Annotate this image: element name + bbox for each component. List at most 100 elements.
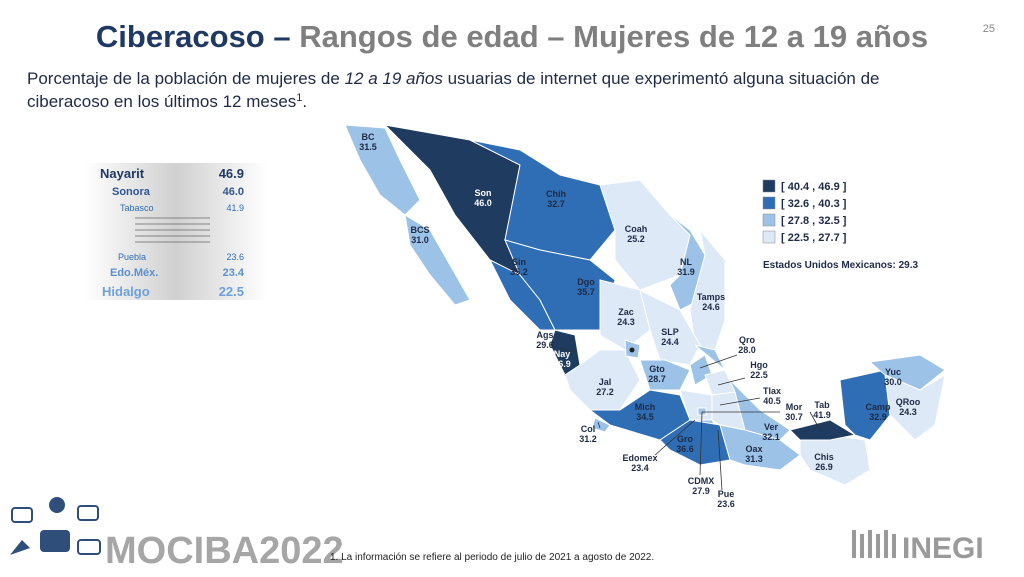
logo: INEGI	[902, 532, 984, 565]
state-abbr: BC	[362, 132, 375, 142]
legend-swatch	[762, 213, 776, 227]
state-abbr: BCS	[410, 225, 429, 235]
ranking-value: 46.0	[223, 186, 244, 198]
state-area	[588, 389, 691, 441]
subtitle-line1: Porcentaje de la población de mujeres de…	[27, 69, 880, 88]
ranking-dividers	[135, 217, 210, 243]
ranking-value: 46.9	[219, 166, 244, 181]
state-area	[639, 359, 691, 391]
state-area	[719, 424, 801, 471]
logo-mark	[852, 530, 896, 558]
state-area	[789, 419, 857, 441]
state-abbr: Ver	[764, 422, 779, 432]
state-abbr: Mich	[635, 402, 656, 412]
state-value: 32.9	[869, 412, 887, 422]
state-area	[868, 354, 946, 391]
state-labels: BC31.5BCS31.0Son46.0Chih32.7Coah25.2NL31…	[359, 132, 921, 509]
state-value: 35.2	[510, 267, 528, 277]
state-value: 31.2	[579, 434, 597, 444]
state-abbr: Yuc	[885, 367, 901, 377]
state-area	[344, 124, 421, 216]
state-value: 25.2	[627, 234, 645, 244]
state-value: 31.3	[745, 454, 763, 464]
legend: [ 40.4 , 46.9 ] [ 32.6 , 40.3 ] [ 27.8 , 3…	[762, 179, 847, 244]
state-abbr: Tlax	[763, 386, 781, 396]
subtitle-text: usuarias de internet que experimentó alg…	[448, 69, 880, 88]
state-value: 32.7	[547, 199, 565, 209]
state-abbr: Jal	[599, 377, 612, 387]
legend-label: [ 22.5 , 27.7 ]	[781, 232, 847, 244]
state-area	[599, 279, 651, 351]
national: Estados Unidos Mexicanos: 29.3	[763, 260, 918, 271]
ranking-value: 41.9	[226, 203, 244, 213]
state-value: 32.1	[762, 432, 780, 442]
state-abbr: Chih	[546, 189, 566, 199]
state-value: 24.3	[899, 407, 917, 417]
state-value: 27.2	[596, 387, 614, 397]
state-area	[884, 373, 946, 441]
ranking-name: Nayarit	[100, 166, 145, 181]
state-abbr: Oax	[745, 444, 762, 454]
state-abbr: Edomex	[622, 453, 657, 463]
ranking: Nayarit 46.9 Sonora 46.0 Tabasco 41.9 Puebla 23…	[100, 166, 245, 299]
subtitle-end: .	[302, 92, 307, 111]
subtitle-sup: 1	[296, 92, 302, 104]
state-abbr: SLP	[661, 327, 679, 337]
page-number: 25	[983, 23, 995, 35]
state-abbr: Tamps	[697, 292, 725, 302]
state-value: 46.9	[553, 359, 571, 369]
state-value: 35.7	[577, 287, 595, 297]
state-abbr: Nay	[554, 349, 571, 359]
ranking-box	[85, 163, 267, 300]
state-value: 34.5	[636, 412, 654, 422]
legend-label: [ 32.6 , 40.3 ]	[781, 198, 847, 210]
state-value: 24.4	[661, 337, 679, 347]
state-value: 46.0	[474, 198, 492, 208]
title: Ciberacoso – Rangos de edad – Mujeres de…	[96, 19, 928, 54]
brand: MOCIBA2022	[105, 530, 344, 572]
state-area	[469, 139, 616, 261]
legend-swatch	[762, 196, 776, 210]
state-value: 23.4	[631, 463, 649, 473]
state-value: 31.0	[411, 235, 429, 245]
state-value: 28.0	[738, 345, 756, 355]
state-abbr: Chis	[814, 452, 834, 462]
state-abbr: Coah	[625, 224, 648, 234]
state-value: 30.7	[785, 412, 803, 422]
state-abbr: Gro	[677, 434, 694, 444]
subtitle-line2: ciberacoso en los últimos 12 meses1.	[27, 92, 307, 111]
state-value: 41.9	[813, 410, 831, 420]
ranking-value: 22.5	[219, 284, 244, 299]
state-abbr: Col	[581, 424, 596, 434]
state-abbr: Pue	[718, 489, 735, 499]
state-abbr: NL	[680, 257, 692, 267]
state-value: 30.0	[884, 377, 902, 387]
ranking-value: 23.6	[226, 252, 244, 262]
state-value: 24.3	[617, 317, 635, 327]
state-value: 27.9	[692, 486, 710, 496]
state-value: 40.5	[763, 396, 781, 406]
map	[344, 124, 946, 486]
state-abbr: Mor	[786, 402, 803, 412]
title-rest: Rangos de edad – Mujeres de 12 a 19 años	[299, 19, 928, 54]
title-lead: Ciberacoso –	[96, 19, 291, 54]
state-abbr: Son	[475, 188, 492, 198]
national-value: 29.3	[899, 260, 919, 271]
ranking-name: Sonora	[112, 186, 151, 198]
state-abbr: QRoo	[896, 397, 921, 407]
state-abbr: Hgo	[750, 360, 768, 370]
state-abbr: Ags	[536, 330, 553, 340]
state-area	[694, 344, 791, 441]
state-area	[564, 349, 641, 411]
state-area	[504, 239, 616, 331]
state-value: 26.9	[815, 462, 833, 472]
state-abbr: Tab	[814, 400, 830, 410]
state-value: 36.6	[676, 444, 694, 454]
ranking-name: Puebla	[118, 252, 146, 262]
subtitle-italic: 12 a 19 años	[345, 69, 444, 88]
legend-swatch	[762, 179, 776, 193]
ranking-name: Hidalgo	[102, 284, 150, 299]
state-abbr: Dgo	[577, 277, 595, 287]
subtitle-text: Porcentaje de la población de mujeres de	[27, 69, 340, 88]
